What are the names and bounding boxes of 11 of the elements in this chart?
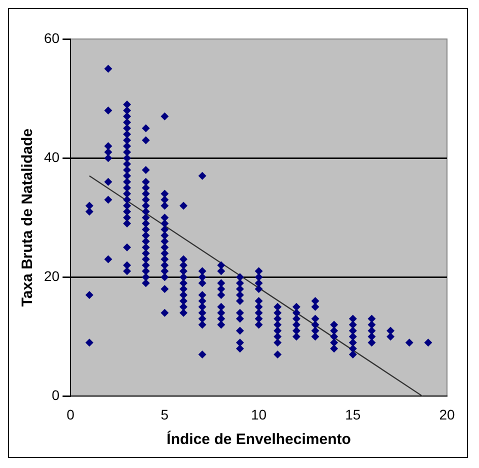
x-tick-label: 0 bbox=[66, 406, 75, 422]
x-tick-label: 15 bbox=[345, 406, 361, 422]
y-axis-title: Taxa Bruta de Natalidade bbox=[19, 128, 36, 307]
y-tick-label: 0 bbox=[52, 387, 60, 404]
y-tick-label: 60 bbox=[44, 30, 60, 46]
x-tick-label: 20 bbox=[439, 406, 455, 422]
y-tick-label: 40 bbox=[44, 148, 60, 165]
y-tick-label: 20 bbox=[44, 268, 60, 284]
x-tick-label: 5 bbox=[160, 406, 169, 422]
x-tick-label: 10 bbox=[250, 406, 267, 422]
x-axis-title: Índice de Envelhecimento bbox=[166, 430, 351, 448]
